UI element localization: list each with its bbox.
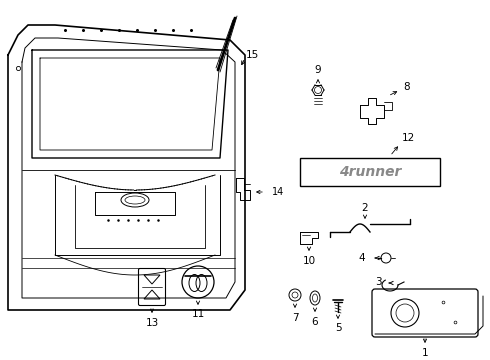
Text: 4: 4	[358, 253, 365, 263]
Text: 3: 3	[375, 277, 382, 287]
Text: 2: 2	[362, 203, 368, 213]
Text: 5: 5	[335, 323, 342, 333]
Text: 4runner: 4runner	[339, 165, 401, 179]
Text: 6: 6	[312, 317, 318, 327]
Text: 13: 13	[146, 318, 159, 328]
Bar	[300, 158, 440, 186]
Text: 15: 15	[245, 50, 259, 60]
Text: 1: 1	[422, 348, 428, 358]
Text: 12: 12	[401, 133, 415, 143]
Text: 9: 9	[315, 65, 321, 75]
Text: 8: 8	[403, 82, 410, 92]
Text: 10: 10	[302, 256, 316, 266]
Text: 7: 7	[292, 313, 298, 323]
Text: 11: 11	[192, 309, 205, 319]
Text: 14: 14	[272, 187, 284, 197]
